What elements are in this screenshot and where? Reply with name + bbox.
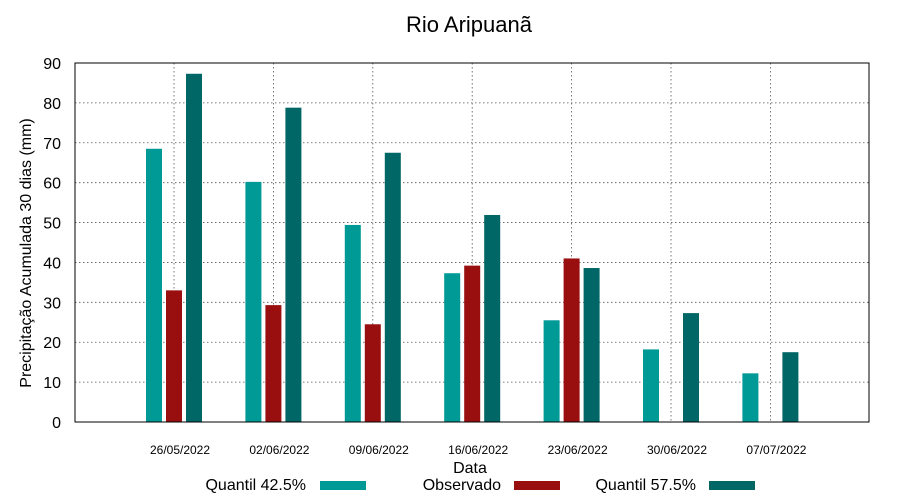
bar-observado-1 bbox=[265, 305, 282, 422]
x-tick-label: 07/07/2022 bbox=[746, 443, 806, 457]
legend-label: Observado bbox=[423, 477, 501, 494]
bar-observado-2 bbox=[364, 324, 381, 422]
y-tick-label: 90 bbox=[43, 56, 61, 73]
x-tick-label: 09/06/2022 bbox=[349, 443, 409, 457]
y-tick-label: 30 bbox=[43, 295, 61, 312]
bar-quantil-57-5-0 bbox=[186, 73, 202, 423]
y-tick-label: 0 bbox=[52, 415, 61, 432]
legend: Quantil 42.5% Observado Quantil 57.5% bbox=[205, 477, 755, 494]
bar-observado-4 bbox=[563, 258, 580, 422]
bar-quantil-57-5-5 bbox=[683, 313, 699, 422]
y-tick-label: 60 bbox=[43, 176, 61, 193]
legend-label: Quantil 42.5% bbox=[205, 477, 306, 494]
x-tick-label: 30/06/2022 bbox=[647, 443, 707, 457]
x-tick-labels: 26/05/2022 02/06/2022 09/06/2022 16/06/2022… bbox=[150, 443, 807, 457]
bar-quantil-57-5-6 bbox=[782, 352, 799, 422]
x-tick-label: 23/06/2022 bbox=[548, 443, 608, 457]
bar-quantil-42-5-4 bbox=[543, 320, 560, 422]
bar-quantil-42-5-2 bbox=[344, 224, 361, 422]
x-tick-label: 26/05/2022 bbox=[150, 443, 210, 457]
plot-frame bbox=[74, 62, 870, 423]
y-tick-label: 20 bbox=[43, 335, 61, 352]
y-tick-label: 40 bbox=[43, 255, 61, 272]
bar-quantil-42-5-1 bbox=[245, 181, 262, 422]
bar-quantil-42-5-3 bbox=[444, 273, 461, 422]
x-axis-label: Data bbox=[453, 460, 487, 477]
bar-quantil-42-5-5 bbox=[643, 349, 659, 422]
bar-quantil-57-5-2 bbox=[384, 152, 401, 422]
bar-quantil-57-5-3 bbox=[484, 214, 501, 422]
legend-swatch bbox=[514, 481, 560, 490]
x-tick-label: 16/06/2022 bbox=[448, 443, 508, 457]
chart-title: Rio Aripuanã bbox=[406, 12, 533, 37]
y-tick-label: 10 bbox=[43, 375, 61, 392]
legend-label: Quantil 57.5% bbox=[595, 477, 696, 494]
bar-quantil-57-5-4 bbox=[583, 268, 600, 422]
y-tick-labels: 0 10 20 30 40 50 60 70 80 90 bbox=[43, 56, 61, 432]
bar-quantil-42-5-6 bbox=[742, 373, 759, 422]
bar-observado-3 bbox=[464, 265, 481, 422]
y-tick-label: 50 bbox=[43, 216, 61, 233]
bar-quantil-57-5-1 bbox=[285, 107, 302, 423]
y-tick-label: 80 bbox=[43, 96, 61, 113]
y-tick-label: 70 bbox=[43, 136, 61, 153]
y-axis-label: Precipitação Acumulada 30 dias (mm) bbox=[18, 118, 35, 387]
x-tick-label: 02/06/2022 bbox=[249, 443, 309, 457]
legend-swatch bbox=[709, 481, 755, 490]
bar-quantil-42-5-0 bbox=[146, 148, 162, 422]
bars bbox=[146, 73, 799, 423]
legend-swatch bbox=[320, 481, 366, 490]
bar-observado-0 bbox=[166, 290, 182, 422]
